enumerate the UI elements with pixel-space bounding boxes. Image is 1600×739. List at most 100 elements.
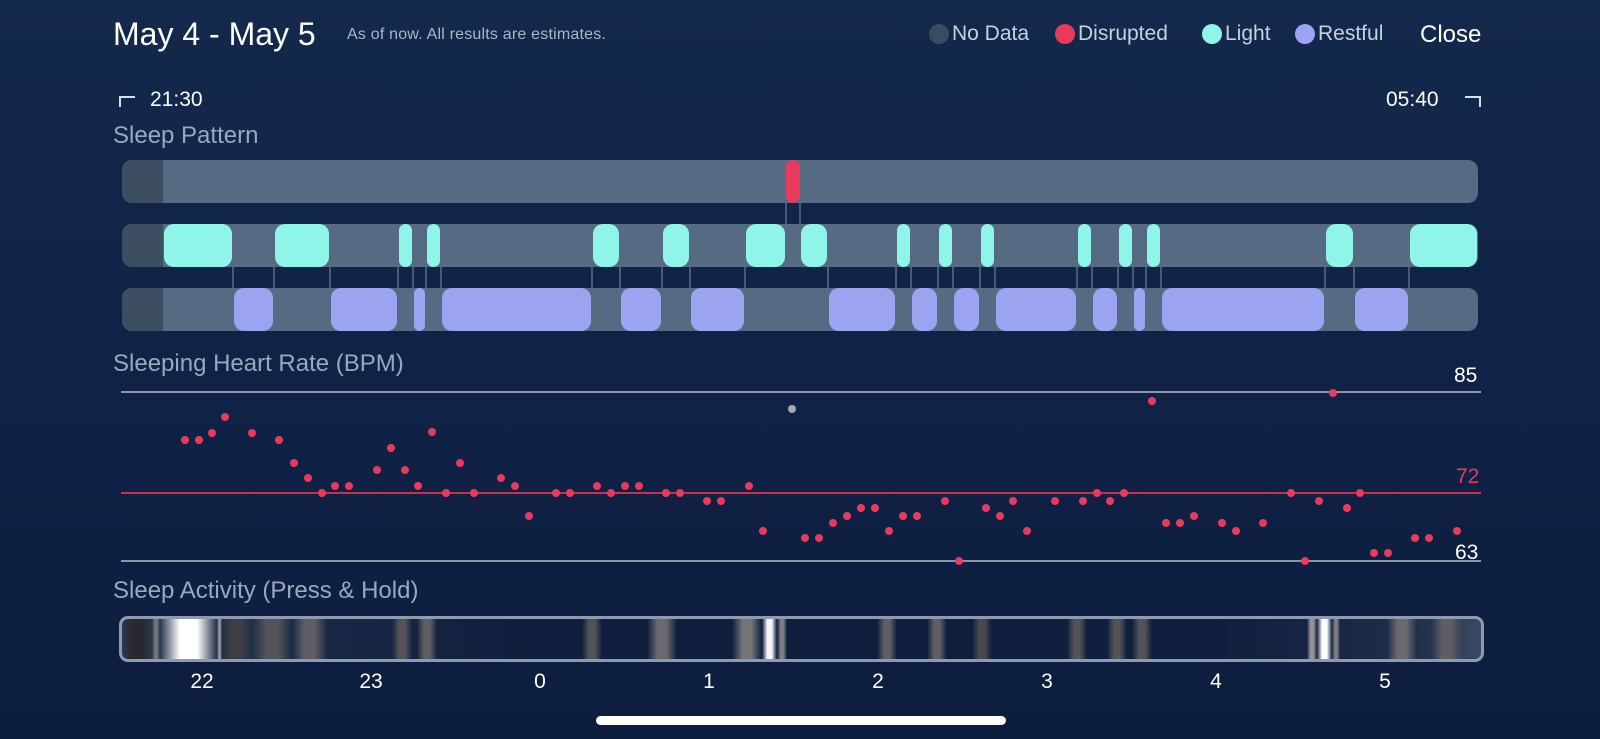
x-tick-label: 2 bbox=[872, 670, 884, 693]
max-hr-line bbox=[121, 391, 1481, 393]
heart-rate-point bbox=[801, 534, 809, 542]
heart-rate-point bbox=[1162, 519, 1170, 527]
restful-dot-icon bbox=[1295, 24, 1315, 44]
heart-rate-point bbox=[1343, 504, 1351, 512]
restful-segment bbox=[442, 288, 591, 331]
heart-rate-point bbox=[248, 429, 256, 437]
no-data-cap bbox=[122, 224, 163, 267]
activity-band bbox=[1387, 619, 1417, 659]
activity-band bbox=[152, 619, 160, 659]
avg-hr-label: 72 bbox=[1456, 465, 1480, 488]
heart-rate-point bbox=[414, 482, 422, 490]
restful-segment bbox=[1355, 288, 1408, 331]
light-segment bbox=[1078, 224, 1091, 267]
heart-rate-point-no-data bbox=[788, 405, 796, 413]
heart-rate-point bbox=[208, 429, 216, 437]
x-tick-label: 3 bbox=[1041, 670, 1053, 693]
activity-band bbox=[877, 619, 897, 659]
activity-band bbox=[1332, 619, 1340, 659]
activity-band bbox=[1317, 619, 1332, 659]
activity-band bbox=[732, 619, 762, 659]
heart-rate-point bbox=[1009, 497, 1017, 505]
light-segment bbox=[939, 224, 952, 267]
activity-band bbox=[1432, 619, 1462, 659]
heart-rate-point bbox=[843, 512, 851, 520]
heart-rate-point bbox=[621, 482, 629, 490]
heart-rate-point bbox=[745, 482, 753, 490]
light-segment bbox=[897, 224, 910, 267]
heart-rate-point bbox=[1218, 519, 1226, 527]
legend-label: Disrupted bbox=[1078, 22, 1168, 45]
close-button[interactable]: Close bbox=[1420, 21, 1482, 48]
heart-rate-point bbox=[955, 557, 963, 565]
heart-rate-point bbox=[1356, 489, 1364, 497]
x-tick-label: 5 bbox=[1379, 670, 1391, 693]
heart-rate-point bbox=[373, 466, 381, 474]
activity-band bbox=[217, 619, 222, 659]
restful-segment bbox=[829, 288, 895, 331]
estimate-note: As of now. All results are estimates. bbox=[347, 26, 607, 43]
heart-rate-point bbox=[1106, 497, 1114, 505]
light-segment bbox=[981, 224, 994, 267]
heart-rate-point bbox=[331, 482, 339, 490]
restful-segment bbox=[234, 288, 273, 331]
activity-band bbox=[392, 619, 412, 659]
heart-rate-point bbox=[1453, 527, 1461, 535]
light-segment bbox=[801, 224, 827, 267]
heart-rate-point bbox=[442, 489, 450, 497]
heart-rate-point bbox=[525, 512, 533, 520]
activity-band bbox=[1107, 619, 1127, 659]
disrupted-track[interactable] bbox=[122, 160, 1478, 203]
disrupted-dot-icon bbox=[1055, 24, 1075, 44]
activity-band bbox=[582, 619, 602, 659]
activity-band bbox=[1307, 619, 1317, 659]
x-tick-label: 1 bbox=[703, 670, 715, 693]
restful-segment bbox=[996, 288, 1076, 331]
activity-band bbox=[292, 619, 327, 659]
heart-rate-point bbox=[552, 489, 560, 497]
legend-item-disrupted: Disrupted bbox=[1055, 22, 1168, 46]
restful-segment bbox=[414, 288, 425, 331]
heart-rate-point bbox=[304, 474, 312, 482]
heart-rate-point bbox=[318, 489, 326, 497]
light-segment bbox=[399, 224, 412, 267]
activity-band bbox=[1067, 619, 1087, 659]
heart-rate-point bbox=[497, 474, 505, 482]
heart-rate-point bbox=[871, 504, 879, 512]
legend-label: No Data bbox=[952, 22, 1030, 45]
sleep-pattern-heading: Sleep Pattern bbox=[113, 122, 259, 149]
light-track[interactable] bbox=[122, 224, 1478, 267]
heart-rate-point bbox=[899, 512, 907, 520]
restful-segment bbox=[912, 288, 937, 331]
home-indicator[interactable] bbox=[596, 716, 1006, 725]
light-segment bbox=[1147, 224, 1160, 267]
activity-band bbox=[972, 619, 992, 659]
light-dot-icon bbox=[1202, 24, 1222, 44]
restful-segment bbox=[1093, 288, 1117, 331]
heart-rate-point bbox=[703, 497, 711, 505]
heart-rate-point bbox=[1287, 489, 1295, 497]
heart-rate-point bbox=[1023, 527, 1031, 535]
restful-segment bbox=[1162, 288, 1324, 331]
light-segment bbox=[746, 224, 785, 267]
heart-rate-point bbox=[996, 512, 1004, 520]
heart-rate-point bbox=[456, 459, 464, 467]
legend-item-no-data: No Data bbox=[929, 22, 1029, 46]
heart-rate-point bbox=[941, 497, 949, 505]
activity-band bbox=[647, 619, 677, 659]
restful-segment bbox=[1134, 288, 1145, 331]
activity-band bbox=[762, 619, 777, 659]
sleep-activity-bar[interactable] bbox=[119, 616, 1484, 662]
restful-track[interactable] bbox=[122, 288, 1478, 331]
x-tick-label: 23 bbox=[359, 670, 383, 693]
heart-rate-point bbox=[1259, 519, 1267, 527]
heart-rate-point bbox=[676, 489, 684, 497]
legend-label: Restful bbox=[1318, 22, 1384, 45]
light-segment bbox=[427, 224, 440, 267]
heart-rate-point bbox=[1190, 512, 1198, 520]
legend-label: Light bbox=[1225, 22, 1271, 45]
heart-rate-point bbox=[1329, 389, 1337, 397]
heart-rate-point bbox=[566, 489, 574, 497]
heart-rate-point bbox=[1120, 489, 1128, 497]
activity-band bbox=[417, 619, 437, 659]
